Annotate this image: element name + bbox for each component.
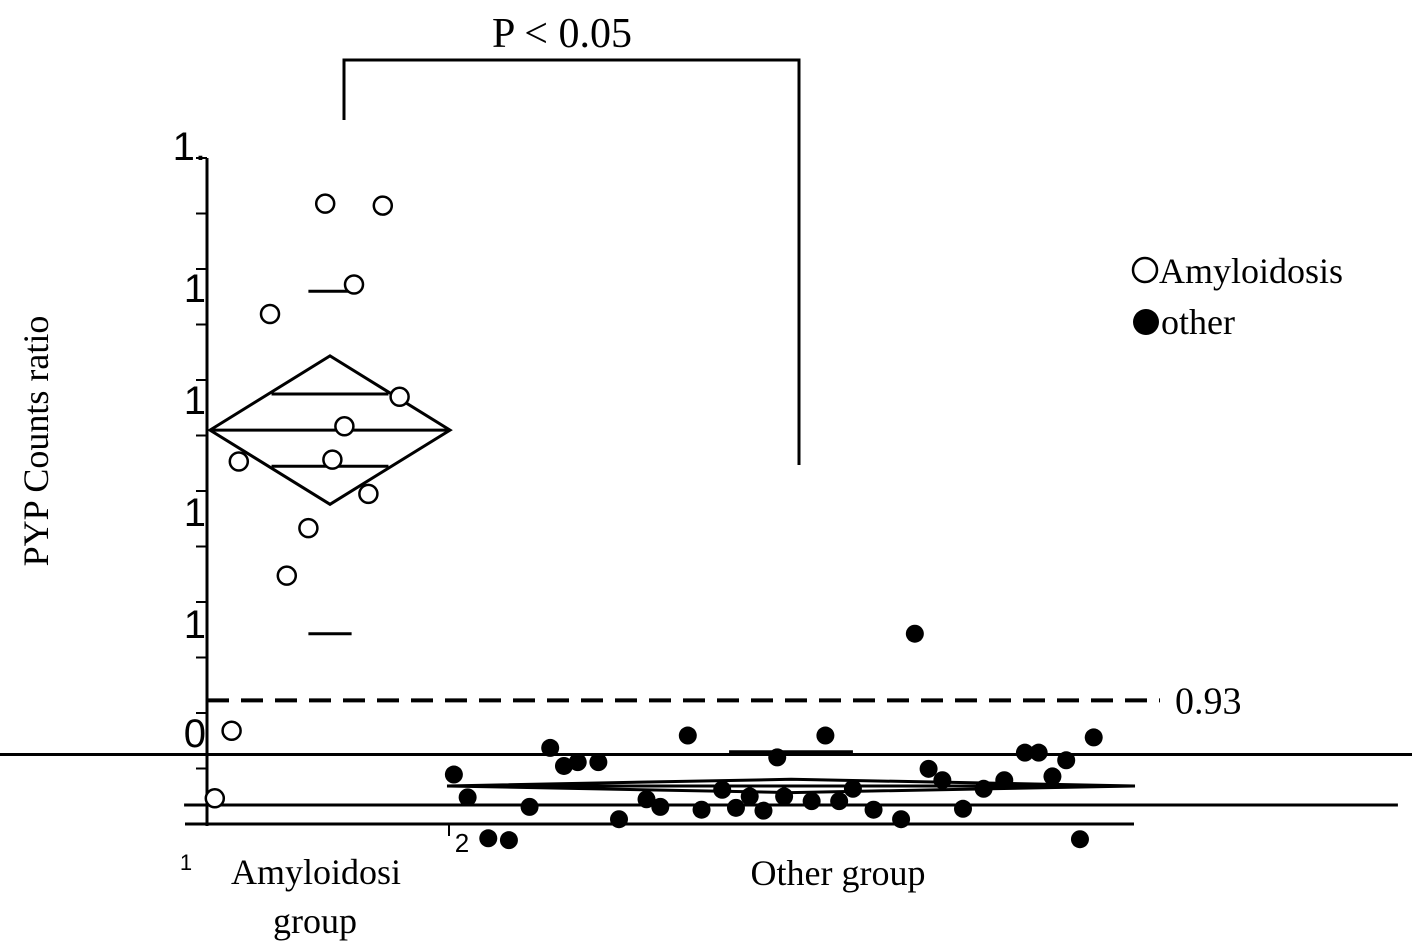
other-point: [520, 797, 539, 816]
other-point: [892, 810, 911, 829]
other-point: [1057, 751, 1076, 770]
significance-label: P < 0.05: [492, 11, 632, 57]
other-point: [678, 726, 697, 745]
other-point: [1015, 743, 1034, 762]
other-point: [589, 753, 608, 772]
y-tick-label: 1: [184, 379, 206, 423]
other-point: [713, 780, 732, 799]
y-tick-label-top: 1.: [173, 125, 206, 169]
category-label-amyloidosis-line2: group: [273, 901, 357, 941]
other-point: [954, 799, 972, 818]
other-point: [692, 800, 711, 819]
y-ticks: [196, 157, 207, 825]
other-point: [768, 748, 787, 767]
y-tick-label: 0: [184, 712, 206, 756]
other-point: [554, 756, 573, 775]
y-tick-labels: 1. 1 1 1 1 0: [173, 125, 206, 756]
other-point: [740, 787, 759, 806]
other-point: [775, 787, 794, 806]
other-point: [1029, 743, 1048, 762]
other-point: [479, 829, 498, 848]
other-point: [919, 759, 938, 778]
other-point: [726, 798, 745, 817]
significance-bracket: [342, 58, 801, 465]
other-point: [905, 624, 924, 643]
other-point: [843, 779, 862, 798]
amyloidosis-point: [259, 303, 281, 325]
amyloidosis-point: [298, 517, 319, 539]
amyloidosis-point: [221, 720, 242, 742]
legend-label-other: other: [1161, 302, 1235, 342]
legend-filled-marker: [1133, 309, 1159, 335]
other-point: [995, 771, 1014, 790]
other-point: [1084, 728, 1103, 747]
amyloidosis-point: [334, 416, 355, 437]
other-point: [754, 801, 773, 820]
amyloidosis-point: [204, 788, 226, 809]
legend: Amyloidosis other: [1131, 251, 1343, 342]
other-point: [816, 726, 835, 745]
other-point: [458, 788, 477, 807]
other-point: [974, 779, 993, 798]
threshold-label: 0.93: [1175, 680, 1242, 722]
axes: [185, 158, 1134, 826]
y-tick-label: 1: [184, 267, 206, 311]
other-point: [933, 771, 952, 790]
x-tick-label: 1: [180, 850, 192, 875]
other-point: [864, 800, 883, 819]
legend-open-marker: [1131, 256, 1159, 284]
category-label-amyloidosis: Amyloidosi: [231, 852, 401, 892]
amyloidosis-point: [358, 483, 379, 505]
amyloidosis-point: [314, 193, 336, 214]
amyloidosis-point: [372, 195, 394, 216]
other-point: [1043, 767, 1062, 786]
amyloidosis-point: [228, 451, 250, 472]
amyloidosis-point: [276, 565, 298, 586]
amyloidosis-point: [343, 274, 365, 295]
other-point: [637, 790, 656, 809]
y-tick-label: 1: [184, 603, 206, 647]
data-points: [204, 193, 1103, 850]
other-point: [610, 810, 628, 829]
amyloidosis-point: [322, 449, 343, 470]
other-point: [830, 792, 849, 811]
y-axis-title: PYP Counts ratio: [16, 316, 56, 567]
other-point: [802, 792, 821, 811]
y-tick-label: 1: [184, 491, 206, 535]
legend-label-amyloidosis: Amyloidosis: [1159, 251, 1343, 291]
other-point: [541, 738, 560, 757]
group-summaries: [0, 289, 1412, 826]
other-point: [651, 797, 670, 816]
other-point: [499, 831, 518, 850]
other-point: [1070, 830, 1089, 849]
x-tick-label: 2: [455, 828, 469, 858]
other-point: [568, 753, 587, 772]
amyloidosis-point: [389, 386, 410, 408]
other-point: [444, 765, 463, 784]
category-label-other: Other group: [751, 853, 926, 893]
